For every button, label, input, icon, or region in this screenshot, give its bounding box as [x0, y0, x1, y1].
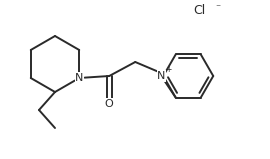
- Text: Cl: Cl: [193, 4, 205, 17]
- Text: ⁻: ⁻: [215, 3, 220, 13]
- Text: +: +: [165, 66, 171, 75]
- Text: N: N: [75, 73, 83, 83]
- Text: N: N: [157, 71, 166, 81]
- Text: O: O: [105, 99, 114, 109]
